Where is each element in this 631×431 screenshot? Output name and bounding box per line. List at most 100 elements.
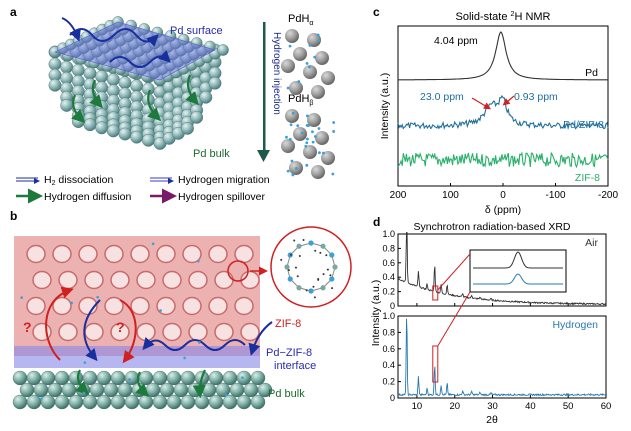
zif8-pore (214, 322, 234, 342)
cage-node (296, 243, 302, 249)
pd-atom (117, 382, 133, 398)
pd-atom (103, 382, 119, 398)
zif8-pore (136, 270, 156, 290)
xrd-xtick-label: 40 (525, 401, 536, 412)
xrd-zoom-line (437, 253, 471, 291)
panel-c-letter: c (373, 5, 380, 19)
cage-node (308, 240, 314, 246)
hydrogen-atom (288, 137, 292, 141)
zif8-pore (188, 322, 208, 342)
pd-atom (138, 394, 154, 410)
hydrogen-atom (332, 130, 336, 133)
injection-arrow-shaft (263, 22, 266, 152)
nmr-series-pdzif8 (397, 94, 609, 131)
xrd-zoom-box-air (432, 285, 439, 301)
zif8-pore (156, 244, 176, 264)
pd-atom (293, 127, 307, 141)
xrd-ytick-label: 0.2 (382, 377, 395, 387)
hydrogen-atom (290, 159, 294, 163)
hydrogen-atom (317, 127, 321, 130)
pd-atom (110, 370, 126, 386)
hydrogen-atom (40, 397, 43, 400)
xrd-inset-frame (469, 249, 567, 293)
pd-atom (83, 67, 97, 80)
xrd-xtick-label: 10 (412, 401, 423, 412)
zif8-pore (52, 244, 72, 264)
pd-atom (33, 382, 49, 398)
xrd-xtick-label: 50 (563, 401, 574, 412)
diffusion-arrow (71, 94, 86, 124)
zif8-pore (84, 322, 104, 342)
xrd-label-hydrogen: Hydrogen (552, 319, 598, 331)
xrd-label-air: Air (585, 237, 598, 249)
pd-atom (307, 113, 321, 127)
pd-atom (180, 394, 196, 410)
pd-atom (82, 370, 98, 386)
cage-node (320, 285, 326, 291)
cage-node (284, 264, 290, 270)
pd-atom (250, 370, 266, 386)
pd-atom (138, 23, 151, 35)
zif8-pore (130, 244, 150, 264)
nmr-series-zif8 (397, 151, 609, 169)
pd-atom (96, 394, 112, 410)
pd-atom (124, 394, 140, 410)
pd-atom (285, 29, 299, 43)
xrd-frame-hydrogen (397, 315, 607, 399)
xrd-ytick-label: 0.4 (382, 360, 395, 370)
cage-atom (280, 258, 283, 261)
diffusion-arrow (147, 89, 162, 122)
cage-atom (287, 269, 290, 272)
nmr-ylabel: Intensity (a.u.) (379, 73, 391, 140)
pd-atom (229, 382, 245, 398)
cage-atom (294, 266, 297, 269)
nmr-xtick-label: -100 (545, 190, 565, 201)
panel-d-letter: d (373, 215, 380, 229)
pd-atom (68, 370, 84, 386)
zif8-pore (208, 244, 228, 264)
pd-atom (321, 71, 335, 85)
pd-atom (118, 127, 132, 141)
zif8-pore (234, 244, 254, 264)
pd-atom (95, 70, 109, 83)
hydrogen-atom (286, 169, 290, 173)
pd-atom (315, 131, 329, 145)
pd-atom (141, 133, 155, 147)
zif8-pore (104, 296, 124, 316)
pdh-alpha-label: PdHα (288, 13, 313, 27)
xrd-ytick-label: 1.0 (382, 311, 395, 321)
spillover-arrow (119, 299, 137, 364)
nmr-ann-left: 23.0 ppm (420, 91, 464, 103)
pd-atom (303, 65, 317, 79)
cage-atom (322, 273, 325, 276)
zif8-pore (182, 296, 202, 316)
zif8-pore (240, 322, 260, 342)
panel-a-letter: a (10, 5, 17, 19)
xrd-series-hydrogen (397, 318, 606, 397)
pd-surface-label: Pd surface (170, 25, 223, 37)
pd-atom (95, 121, 109, 135)
pd-atom (199, 90, 213, 104)
zif8-pore (26, 244, 46, 264)
zif8-pore (104, 244, 124, 264)
nmr-xtick-label: -200 (598, 190, 618, 201)
hydrogen-atom (241, 376, 244, 379)
zif8-pore (188, 270, 208, 290)
nmr-xtick-label: 100 (442, 190, 459, 201)
zif8-pore (214, 270, 234, 290)
xrd-ytick-label: 0.4 (382, 272, 395, 282)
migration-arrow (83, 299, 101, 362)
zif8-pore (32, 270, 52, 290)
zif8-pore (162, 270, 182, 290)
pd-atom (194, 394, 210, 410)
pd-atom (201, 382, 217, 398)
pd-atom (130, 130, 144, 144)
hydrogen-atom (291, 111, 295, 115)
nmr-title: Solid-state 2H NMR (456, 11, 551, 23)
pd-atom (19, 382, 35, 398)
xrd-ytick-label: 0.6 (382, 258, 395, 268)
xrd-ytick-label: 0 (390, 301, 395, 311)
pd-atom (60, 60, 74, 74)
zif8-pore (162, 322, 182, 342)
cage-atom (313, 296, 316, 299)
